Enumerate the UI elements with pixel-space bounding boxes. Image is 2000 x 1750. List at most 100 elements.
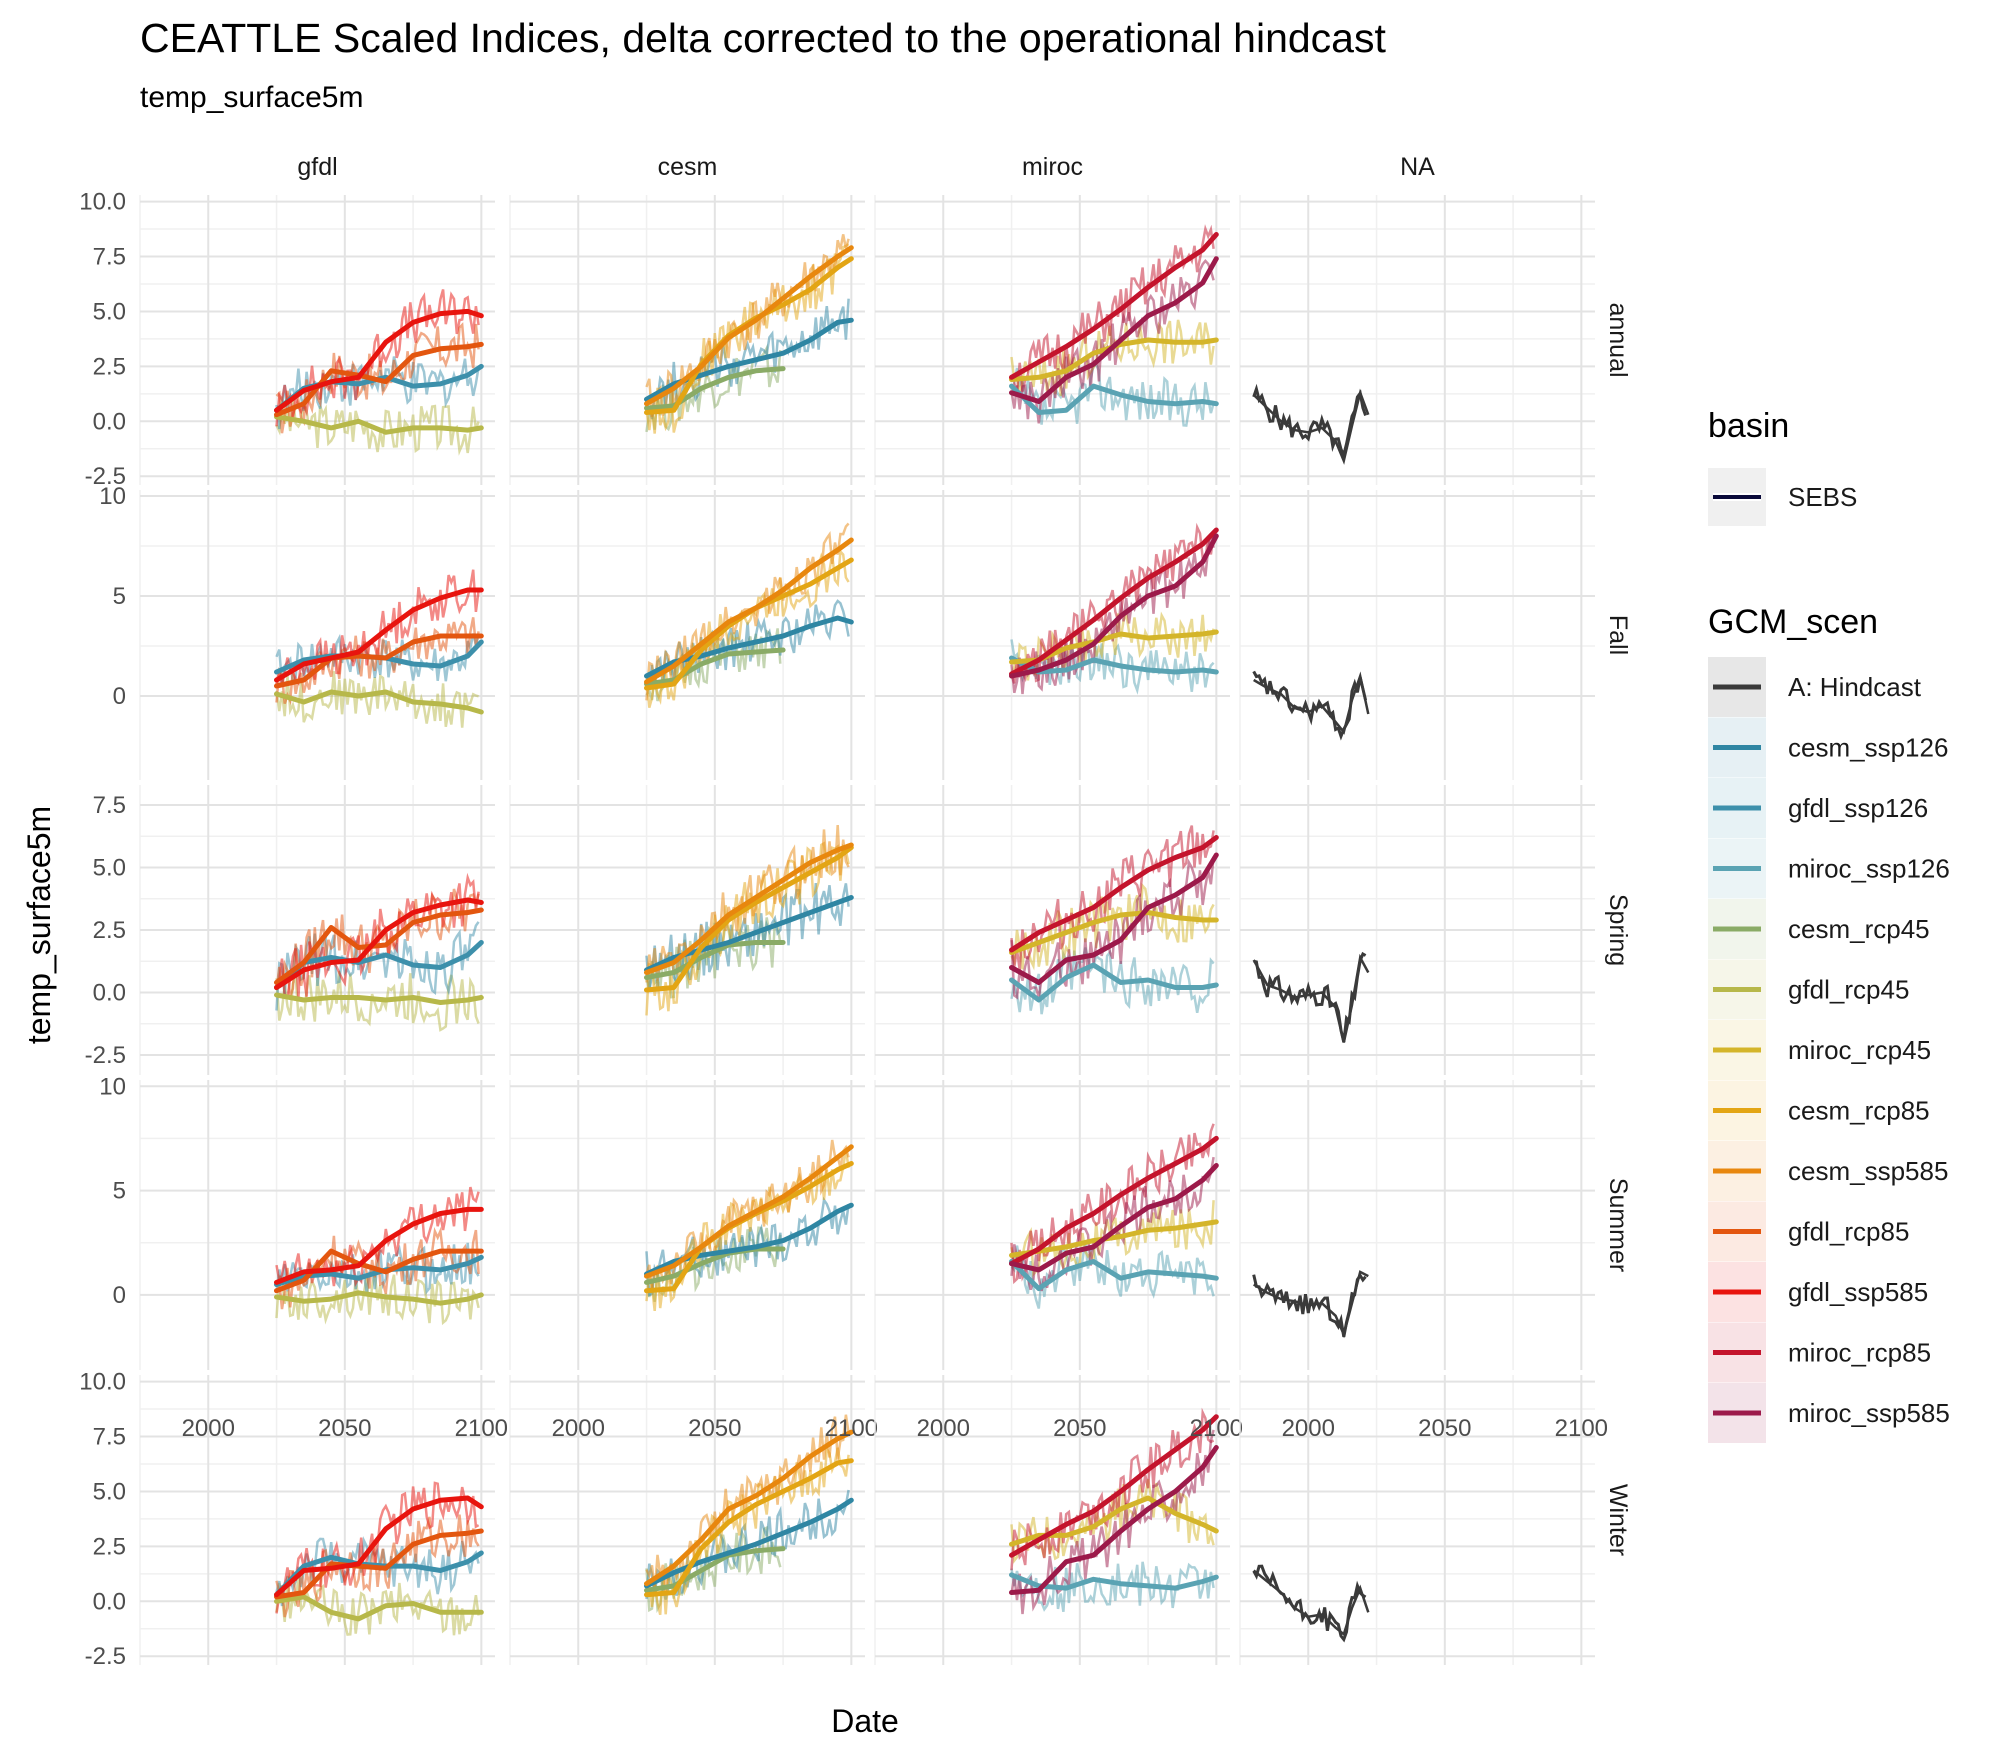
series-line-cesm-rcp85 — [644, 845, 854, 993]
series-line-miroc-ssp126 — [1009, 1259, 1219, 1292]
series-line-hindcast — [1253, 951, 1367, 1043]
x-tick-label: 2050 — [318, 1415, 371, 1442]
y-tick-label: 5 — [113, 1178, 126, 1205]
series-line-miroc-rcp85 — [1009, 232, 1219, 380]
series-line-miroc-ssp585 — [1009, 1163, 1219, 1273]
series-line-gfdl-rcp85 — [274, 633, 484, 689]
panel-na-spring — [1239, 785, 1595, 1075]
x-tick-label: 2100 — [1190, 1415, 1243, 1442]
x-tick-label: 2050 — [1053, 1415, 1106, 1442]
series-noise-gfdl-rcp45 — [275, 970, 480, 1032]
x-tick-label: 2000 — [182, 1415, 235, 1442]
y-tick-label: 7.5 — [93, 792, 126, 819]
x-tick-label: 2000 — [1282, 1415, 1335, 1442]
series-line-hindcast-smooth — [1252, 1569, 1370, 1637]
chart-title: CEATTLE Scaled Indices, delta corrected … — [140, 15, 1386, 61]
x-axis-title: Date — [831, 1703, 899, 1739]
series-line-miroc-rcp85 — [1009, 835, 1219, 953]
panel-miroc-summer — [874, 1080, 1230, 1370]
facet-row-strip-fall: Fall — [1604, 615, 1632, 655]
legend-label-a-hindcast: A: Hindcast — [1788, 672, 1922, 702]
panel-miroc-annual — [874, 195, 1230, 485]
facet-strip-miroc: miroc — [1022, 153, 1083, 181]
series-noise-miroc-rcp45 — [1010, 1200, 1215, 1278]
y-tick-label: -2.5 — [85, 1643, 126, 1670]
y-tick-label: 7.5 — [93, 244, 126, 271]
series-line-miroc-ssp585 — [1009, 256, 1219, 404]
y-tick-label: 0.0 — [93, 1588, 126, 1615]
series-line-cesm-rcp45 — [644, 940, 786, 980]
series-line-cesm-ssp585 — [644, 1429, 854, 1587]
series-line-hindcast-smooth — [1253, 1270, 1369, 1339]
series-line-gfdl-rcp45 — [274, 689, 484, 715]
panel-cesm-winter — [509, 1375, 865, 1665]
x-tick-label: 2100 — [825, 1415, 878, 1442]
y-tick-label: 7.5 — [93, 1424, 126, 1451]
y-axis-title: temp_surface5m — [21, 806, 57, 1044]
series-line-cesm-rcp45 — [644, 366, 786, 411]
series-noise-cesm-ssp585 — [645, 825, 850, 983]
series-noise-miroc-rcp45 — [1010, 319, 1215, 397]
y-tick-label: -2.5 — [85, 1042, 126, 1069]
series-line-cesm-rcp45 — [644, 1246, 786, 1285]
y-tick-label: 0 — [113, 683, 126, 710]
series-line-gfdl-rcp45 — [274, 1290, 484, 1306]
x-tick-label: 2000 — [917, 1415, 970, 1442]
series-line-miroc-ssp126 — [1009, 655, 1219, 675]
series-noise-gfdl-ssp585 — [275, 1186, 480, 1288]
x-tick-label: 2100 — [1555, 1415, 1608, 1442]
series-noise-miroc-ssp126 — [1010, 947, 1215, 1015]
legend-label-miroc-ssp126: miroc_ssp126 — [1788, 854, 1950, 884]
panel-gfdl-spring — [139, 785, 495, 1075]
series-line-miroc-ssp585 — [1009, 1445, 1219, 1595]
legend-label-cesm-rcp45: cesm_rcp45 — [1788, 914, 1930, 944]
series-line-miroc-ssp126 — [1009, 383, 1219, 415]
panel-miroc-fall — [874, 490, 1230, 780]
series-line-miroc-rcp45 — [1009, 337, 1219, 382]
series-noise-miroc-rcp85 — [1010, 1123, 1215, 1285]
series-noise-gfdl-rcp45 — [275, 671, 479, 728]
series-line-hindcast-smooth — [1252, 953, 1370, 1043]
series-line-cesm-rcp85 — [644, 1458, 854, 1598]
series-line-miroc-ssp126 — [1009, 962, 1219, 1003]
y-tick-label: 2.5 — [93, 917, 126, 944]
series-line-gfdl-ssp585 — [274, 308, 484, 413]
y-tick-label: -2.5 — [85, 463, 126, 490]
legend-label-miroc-rcp45: miroc_rcp45 — [1788, 1035, 1931, 1065]
panel-cesm-fall — [509, 490, 865, 780]
y-tick-label: 10 — [99, 483, 126, 510]
panel-na-summer — [1239, 1080, 1595, 1370]
legend-label-cesm-rcp85: cesm_rcp85 — [1788, 1096, 1930, 1126]
panel-miroc-winter — [874, 1375, 1230, 1665]
y-tick-label: 0.0 — [93, 980, 126, 1007]
panel-gfdl-winter — [139, 1375, 495, 1665]
series-line-gfdl-rcp45 — [274, 414, 484, 435]
panel-gfdl-fall — [139, 490, 495, 780]
series-line-cesm-ssp585 — [644, 842, 854, 975]
series-line-gfdl-ssp585 — [274, 1206, 484, 1285]
series-noise-cesm-rcp85 — [645, 841, 850, 1016]
panel-gfdl-annual — [139, 195, 495, 485]
y-tick-label: 0 — [113, 1282, 126, 1309]
series-line-gfdl-rcp45 — [274, 992, 484, 1005]
series-line-gfdl-ssp126 — [274, 940, 484, 990]
y-tick-label: 10 — [99, 1073, 126, 1100]
legend: basin SEBS GCM_scen A: Hindcast cesm_ssp126g… — [1708, 407, 1950, 1443]
series-line-miroc-rcp45 — [1009, 1219, 1219, 1258]
facet-row-strip-summer: Summer — [1604, 1178, 1632, 1272]
legend-label-gfdl-ssp126: gfdl_ssp126 — [1788, 793, 1928, 823]
legend-label-cesm-ssp126: cesm_ssp126 — [1788, 733, 1948, 763]
legend-label-sebs: SEBS — [1788, 482, 1857, 512]
series-line-miroc-rcp85 — [1009, 1414, 1219, 1558]
legend-title-basin: basin — [1708, 407, 1789, 445]
series-line-miroc-ssp126 — [1009, 1572, 1219, 1591]
series-noise-gfdl-rcp85 — [275, 322, 480, 434]
y-tick-label: 2.5 — [93, 353, 126, 380]
series-line-gfdl-ssp585 — [274, 897, 484, 990]
series-line-cesm-ssp585 — [644, 537, 854, 685]
series-line-miroc-ssp585 — [1009, 533, 1219, 679]
series-noise-miroc-rcp85 — [1010, 522, 1215, 684]
legend-label-miroc-ssp585: miroc_ssp585 — [1788, 1398, 1950, 1428]
series-line-miroc-rcp85 — [1009, 527, 1219, 677]
